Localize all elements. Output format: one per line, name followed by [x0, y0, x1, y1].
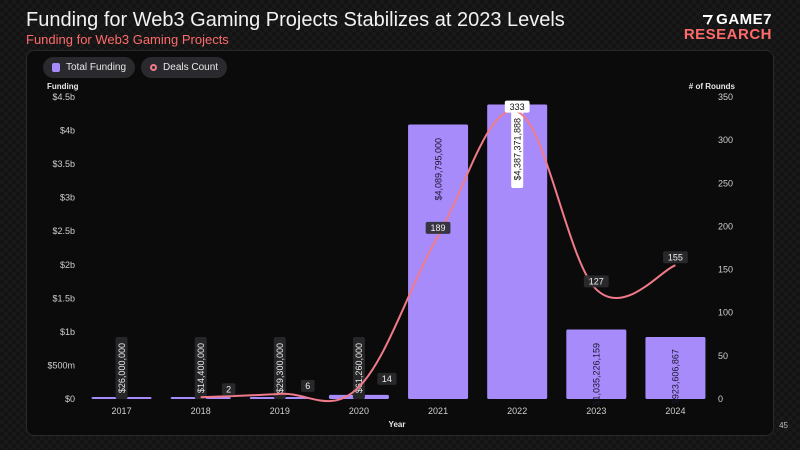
y-tick-left: $500m: [47, 360, 75, 370]
y-tick-left: $1.5b: [52, 293, 75, 303]
x-tick-label: 2022: [507, 406, 527, 416]
bar-value-label: $1,035,226,159: [592, 343, 602, 406]
y-axis-title-right: # of Rounds: [689, 82, 736, 91]
y-tick-right: 300: [718, 135, 733, 145]
bar-total-funding: [566, 329, 627, 399]
bar-total-funding: [487, 104, 548, 400]
bar-value-label: $14,400,000: [194, 336, 207, 400]
y-tick-left: $2.5b: [52, 226, 75, 236]
y-tick-right: 350: [718, 92, 733, 102]
x-tick-label: 2024: [665, 406, 685, 416]
deals-label-background: [583, 275, 609, 288]
bar-label-text: $14,400,000: [196, 343, 206, 393]
legend-deals-count[interactable]: Deals Count: [141, 57, 228, 78]
bar-label-text: $61,260,000: [354, 343, 364, 393]
legend-label-total-funding: Total Funding: [66, 62, 127, 73]
logo-wordmark: GAME7: [716, 11, 772, 28]
page-title: Funding for Web3 Gaming Projects Stabili…: [26, 9, 565, 31]
y-tick-right: 100: [718, 308, 733, 318]
bar-value-label: $4,387,371,888: [511, 110, 524, 188]
legend-label-deals-count: Deals Count: [163, 62, 219, 73]
y-axis-title-left: Funding: [47, 82, 79, 91]
bar-total-funding: [408, 124, 469, 400]
bar-total-funding: [645, 337, 706, 399]
page-subtitle: Funding for Web3 Gaming Projects: [26, 32, 229, 47]
logo-subtext: RESEARCH: [683, 26, 772, 43]
deals-label-background: [301, 379, 315, 392]
bar-label-text: $4,089,795,000: [433, 138, 443, 201]
y-tick-left: $2b: [60, 260, 75, 270]
deals-label-background: [221, 383, 236, 396]
deals-label-text: 127: [589, 277, 604, 287]
y-tick-left: $4b: [60, 126, 75, 136]
deals-label-text: 189: [431, 223, 446, 233]
y-tick-right: 200: [718, 221, 733, 231]
deals-label-text: 155: [668, 252, 683, 262]
bar-label-text: $1,035,226,159: [592, 343, 602, 406]
circle-marker-icon: [150, 64, 158, 71]
bar-label-background: [194, 336, 207, 400]
deals-label-background: [504, 100, 530, 113]
page-number: 45: [779, 421, 788, 430]
bar-value-label: $29,300,000: [273, 336, 286, 400]
deals-label-text: 14: [382, 374, 392, 384]
legend-total-funding[interactable]: Total Funding: [43, 57, 136, 78]
deals-label-background: [663, 251, 688, 264]
bar-swatch-icon: [52, 63, 60, 72]
x-tick-label: 2023: [586, 406, 606, 416]
y-tick-right: 0: [718, 394, 723, 404]
bar-label-background: [115, 336, 128, 400]
deals-label-background: [425, 221, 451, 234]
y-tick-right: 150: [718, 265, 733, 275]
bar-label-background: [511, 110, 524, 188]
x-tick-label: 2018: [191, 406, 211, 416]
bar-label-text: $29,300,000: [275, 343, 285, 393]
logo-mark-icon: [703, 14, 714, 25]
deals-label-text: 6: [305, 381, 310, 391]
y-tick-right: 50: [718, 351, 728, 361]
bar-value-label: $923,606,867: [671, 349, 681, 404]
bar-value-label: $4,089,795,000: [433, 138, 443, 201]
x-tick-label: 2017: [112, 406, 132, 416]
x-tick-label: 2020: [349, 406, 369, 416]
x-tick-label: 2019: [270, 406, 290, 416]
y-tick-left: $1b: [60, 327, 75, 337]
bar-label-text: $923,606,867: [671, 349, 681, 404]
y-tick-left: $0: [65, 394, 75, 404]
x-tick-label: 2021: [428, 406, 448, 416]
x-axis-title: Year: [389, 420, 406, 429]
deals-label-text: 333: [510, 102, 525, 112]
y-tick-left: $4.5b: [52, 92, 75, 102]
bar-value-label: $26,000,000: [115, 336, 128, 400]
deals-label-text: 2: [226, 384, 231, 394]
deals-label-background: [377, 372, 397, 385]
chart-legend: Total Funding Deals Count: [43, 57, 228, 78]
game7-logo: GAME7 RESEARCH: [684, 12, 772, 42]
bar-label-background: [273, 336, 286, 400]
bar-label-text: $4,387,371,888: [512, 118, 522, 181]
y-tick-left: $3b: [60, 193, 75, 203]
y-tick-left: $3.5b: [52, 159, 75, 169]
y-tick-right: 250: [718, 178, 733, 188]
bar-label-text: $26,000,000: [117, 343, 127, 393]
